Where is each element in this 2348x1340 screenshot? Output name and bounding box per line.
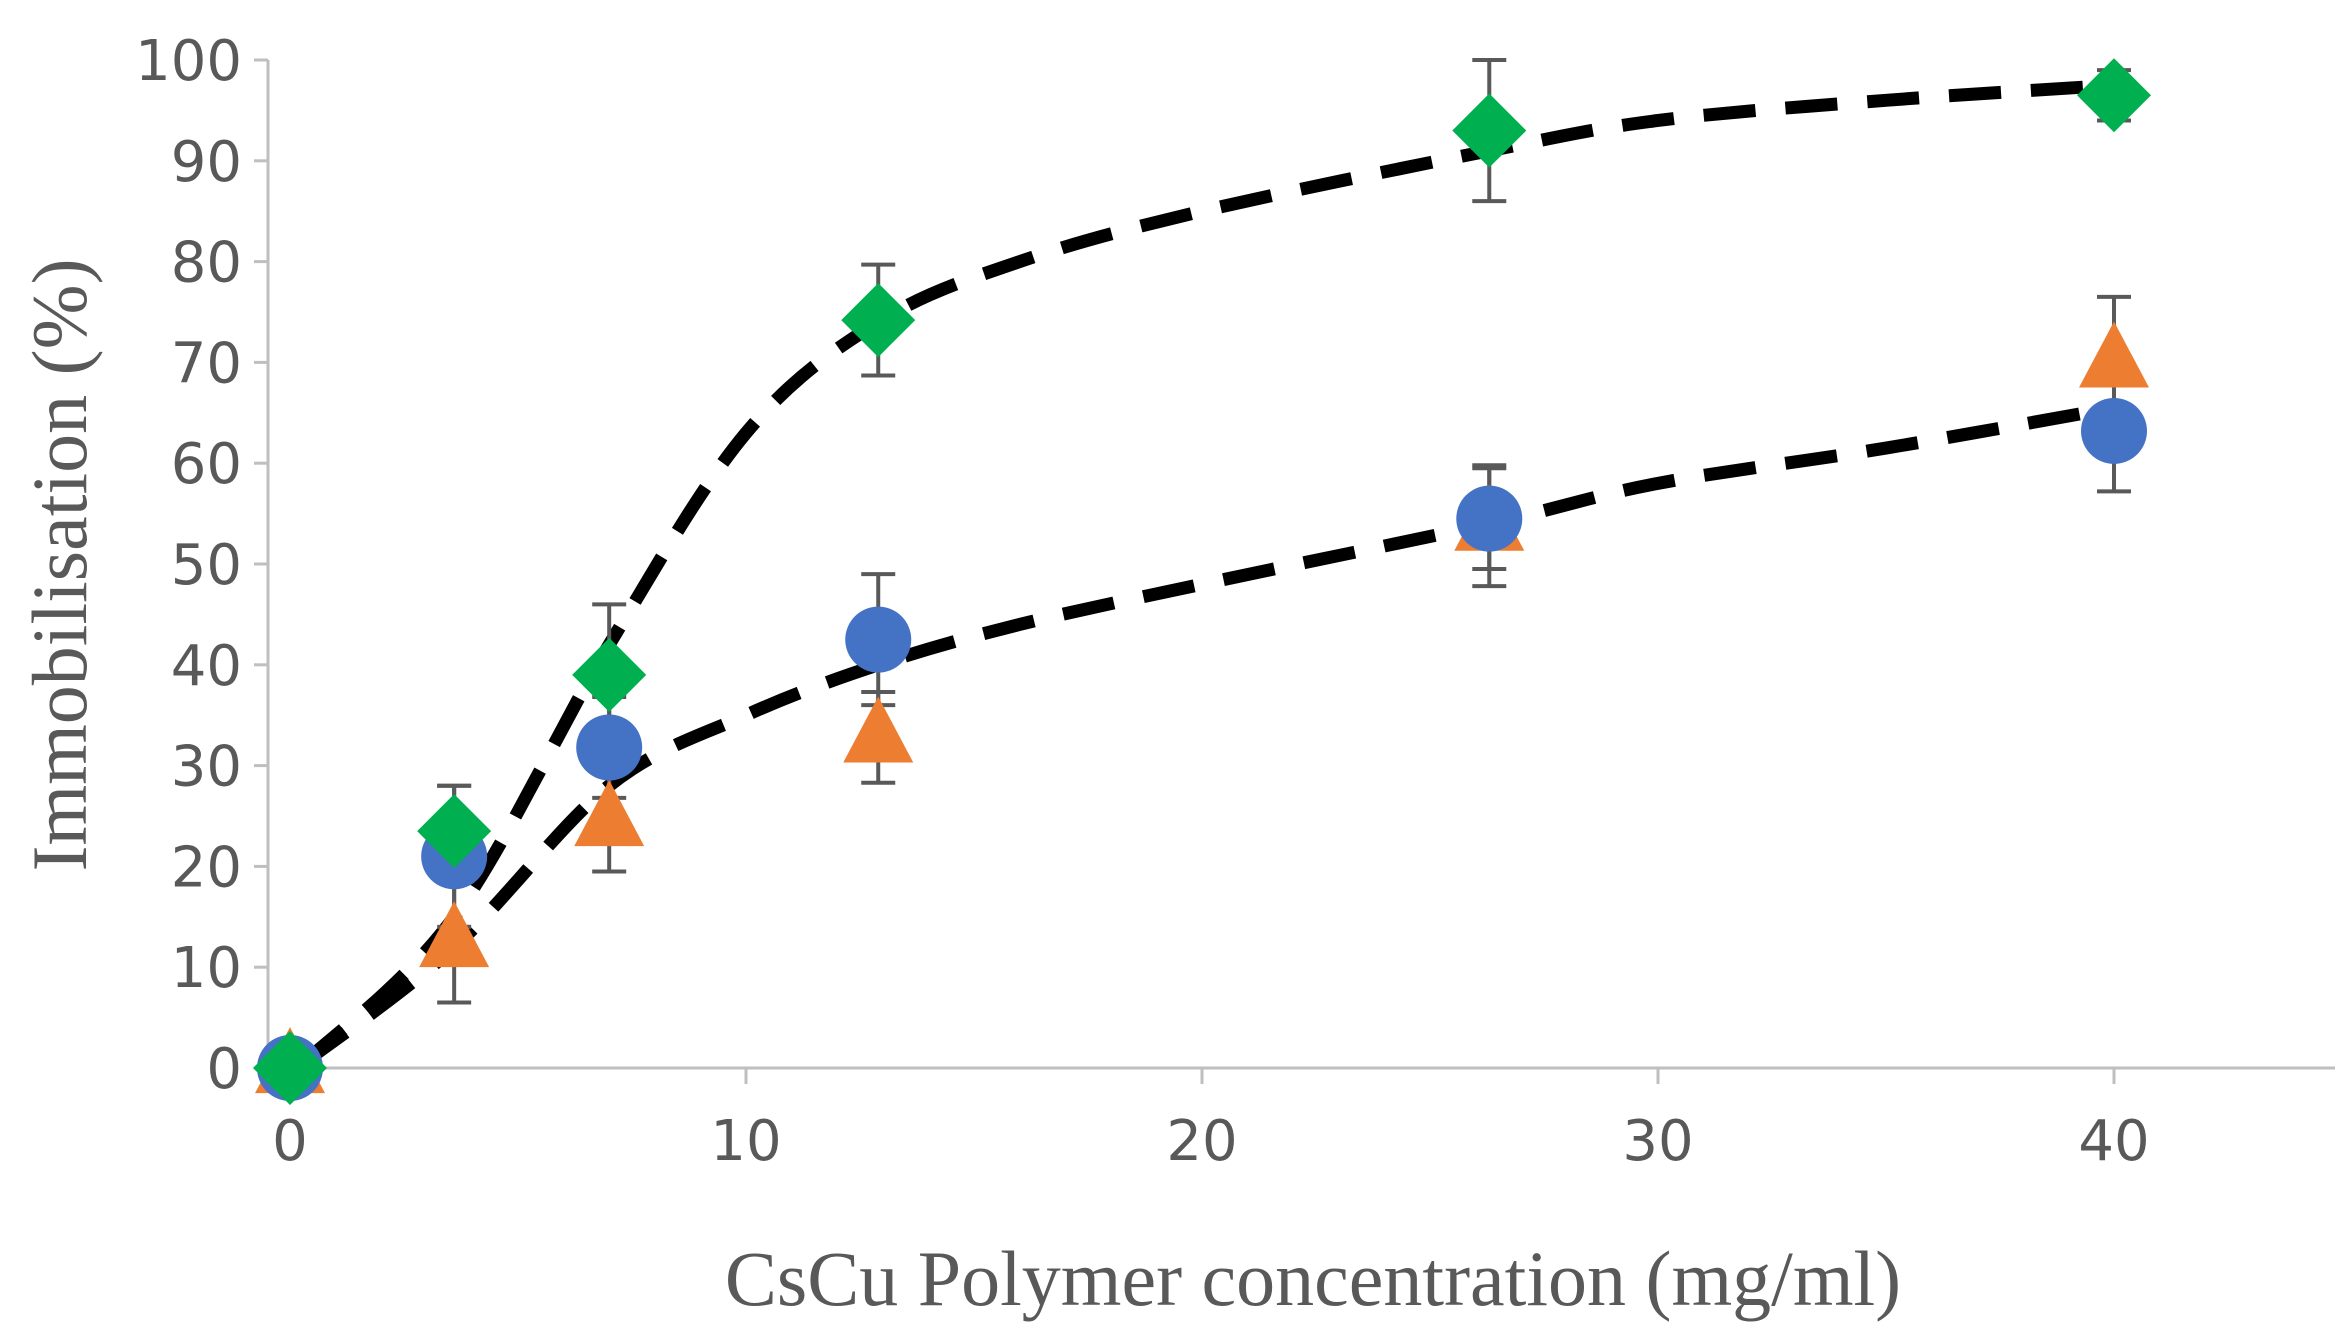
triangle-marker	[574, 780, 645, 847]
circle-marker	[845, 606, 912, 673]
trend-lines-layer	[299, 78, 2116, 1069]
x-tick-label: 20	[1166, 1109, 1237, 1174]
axes-layer: 0 10 20 30 40 50 60 70 80 90 100 0 10 20 30 40	[135, 29, 2335, 1174]
circle-marker	[2081, 397, 2147, 464]
diamond-marker	[2077, 58, 2151, 133]
triangle-marker	[843, 696, 914, 763]
triangle-marker	[2079, 321, 2149, 388]
x-tick-label: 40	[2078, 1109, 2149, 1174]
diamond-marker	[1452, 93, 1527, 168]
y-tick-label: 50	[171, 533, 242, 598]
y-tick-label: 40	[171, 634, 242, 699]
y-tick-label: 20	[171, 835, 242, 900]
diamond-marker	[417, 794, 492, 869]
x-axis-title: CsCu Polymer concentration (mg/ml)	[725, 1235, 1901, 1322]
lower-trend	[299, 401, 2116, 1069]
y-axis-title: Immobilisation (%)	[16, 258, 103, 871]
x-tick-label: 10	[710, 1109, 781, 1174]
diamond-marker	[253, 1031, 327, 1105]
y-tick-label: 10	[171, 936, 242, 1001]
upper-trend	[299, 78, 2115, 1068]
y-tick-label: 70	[171, 331, 242, 396]
error-bars-layer	[437, 58, 2131, 1005]
x-tick-label: 0	[272, 1109, 308, 1174]
triangle-marker	[419, 901, 490, 968]
x-tick-label: 30	[1622, 1109, 1693, 1174]
y-tick-label: 90	[171, 130, 242, 195]
y-tick-label: 60	[171, 432, 242, 497]
circle-marker	[1456, 485, 1523, 552]
circle-marker	[576, 714, 643, 781]
diamond-marker	[841, 283, 916, 358]
y-tick-label: 0	[206, 1037, 242, 1102]
y-tick-label: 100	[135, 29, 242, 94]
diamond-marker	[572, 637, 647, 712]
markers-layer	[253, 58, 2151, 1105]
y-tick-label: 80	[171, 231, 242, 296]
y-tick-label: 30	[171, 735, 242, 800]
